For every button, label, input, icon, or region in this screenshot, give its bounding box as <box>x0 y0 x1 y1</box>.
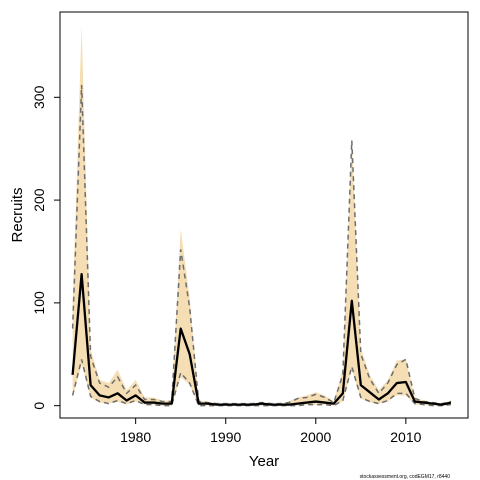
credit-text: stockassessment.org, codEGM17, r8440 <box>360 474 451 480</box>
ci-band-layer <box>73 25 451 405</box>
y-tick-label: 0 <box>31 402 47 410</box>
x-tick-label: 1990 <box>210 429 241 445</box>
ci-band <box>73 25 451 405</box>
x-axis: 1980 1990 2000 2010 <box>120 418 422 445</box>
plot-box <box>60 12 468 418</box>
y-tick-label: 300 <box>31 85 47 109</box>
x-tick-label: 2010 <box>390 429 421 445</box>
y-tick-label: 100 <box>31 291 47 315</box>
upper-dashed-line <box>73 85 451 404</box>
y-tick-label: 200 <box>31 188 47 212</box>
x-tick-label: 2000 <box>300 429 331 445</box>
x-tick-label: 1980 <box>120 429 151 445</box>
estimate-line <box>73 274 451 405</box>
x-axis-title: Year <box>249 453 279 470</box>
y-axis: 0 100 200 300 <box>31 85 60 409</box>
series-layer <box>73 85 451 406</box>
y-axis-title: Recruits <box>9 187 26 242</box>
